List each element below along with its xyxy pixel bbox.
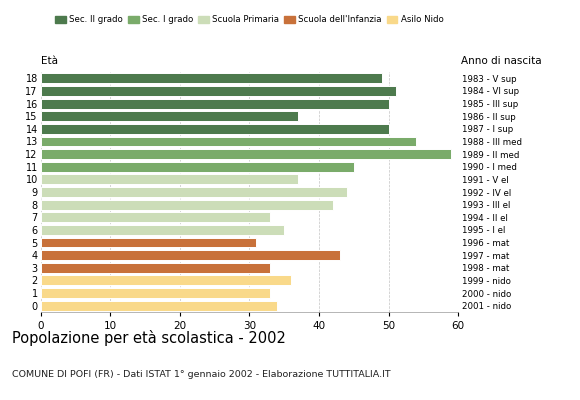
Text: Età: Età	[41, 56, 57, 66]
Bar	[41, 162, 354, 172]
Bar	[41, 187, 347, 197]
Bar	[41, 111, 298, 121]
Bar	[41, 301, 277, 311]
Bar	[41, 263, 270, 273]
Text: Popolazione per età scolastica - 2002: Popolazione per età scolastica - 2002	[12, 330, 285, 346]
Bar	[41, 174, 298, 184]
Bar	[41, 149, 451, 159]
Bar	[41, 288, 270, 298]
Bar	[41, 250, 340, 260]
Bar	[41, 200, 333, 210]
Legend: Sec. II grado, Sec. I grado, Scuola Primaria, Scuola dell'Infanzia, Asilo Nido: Sec. II grado, Sec. I grado, Scuola Prim…	[56, 16, 443, 24]
Bar	[41, 99, 389, 108]
Bar	[41, 86, 396, 96]
Bar	[41, 212, 270, 222]
Bar	[41, 124, 389, 134]
Text: COMUNE DI POFI (FR) - Dati ISTAT 1° gennaio 2002 - Elaborazione TUTTITALIA.IT: COMUNE DI POFI (FR) - Dati ISTAT 1° genn…	[12, 370, 390, 379]
Bar	[41, 136, 416, 146]
Bar	[41, 225, 284, 235]
Text: Anno di nascita: Anno di nascita	[461, 56, 542, 66]
Bar	[41, 73, 382, 83]
Bar	[41, 276, 291, 285]
Bar	[41, 238, 256, 248]
